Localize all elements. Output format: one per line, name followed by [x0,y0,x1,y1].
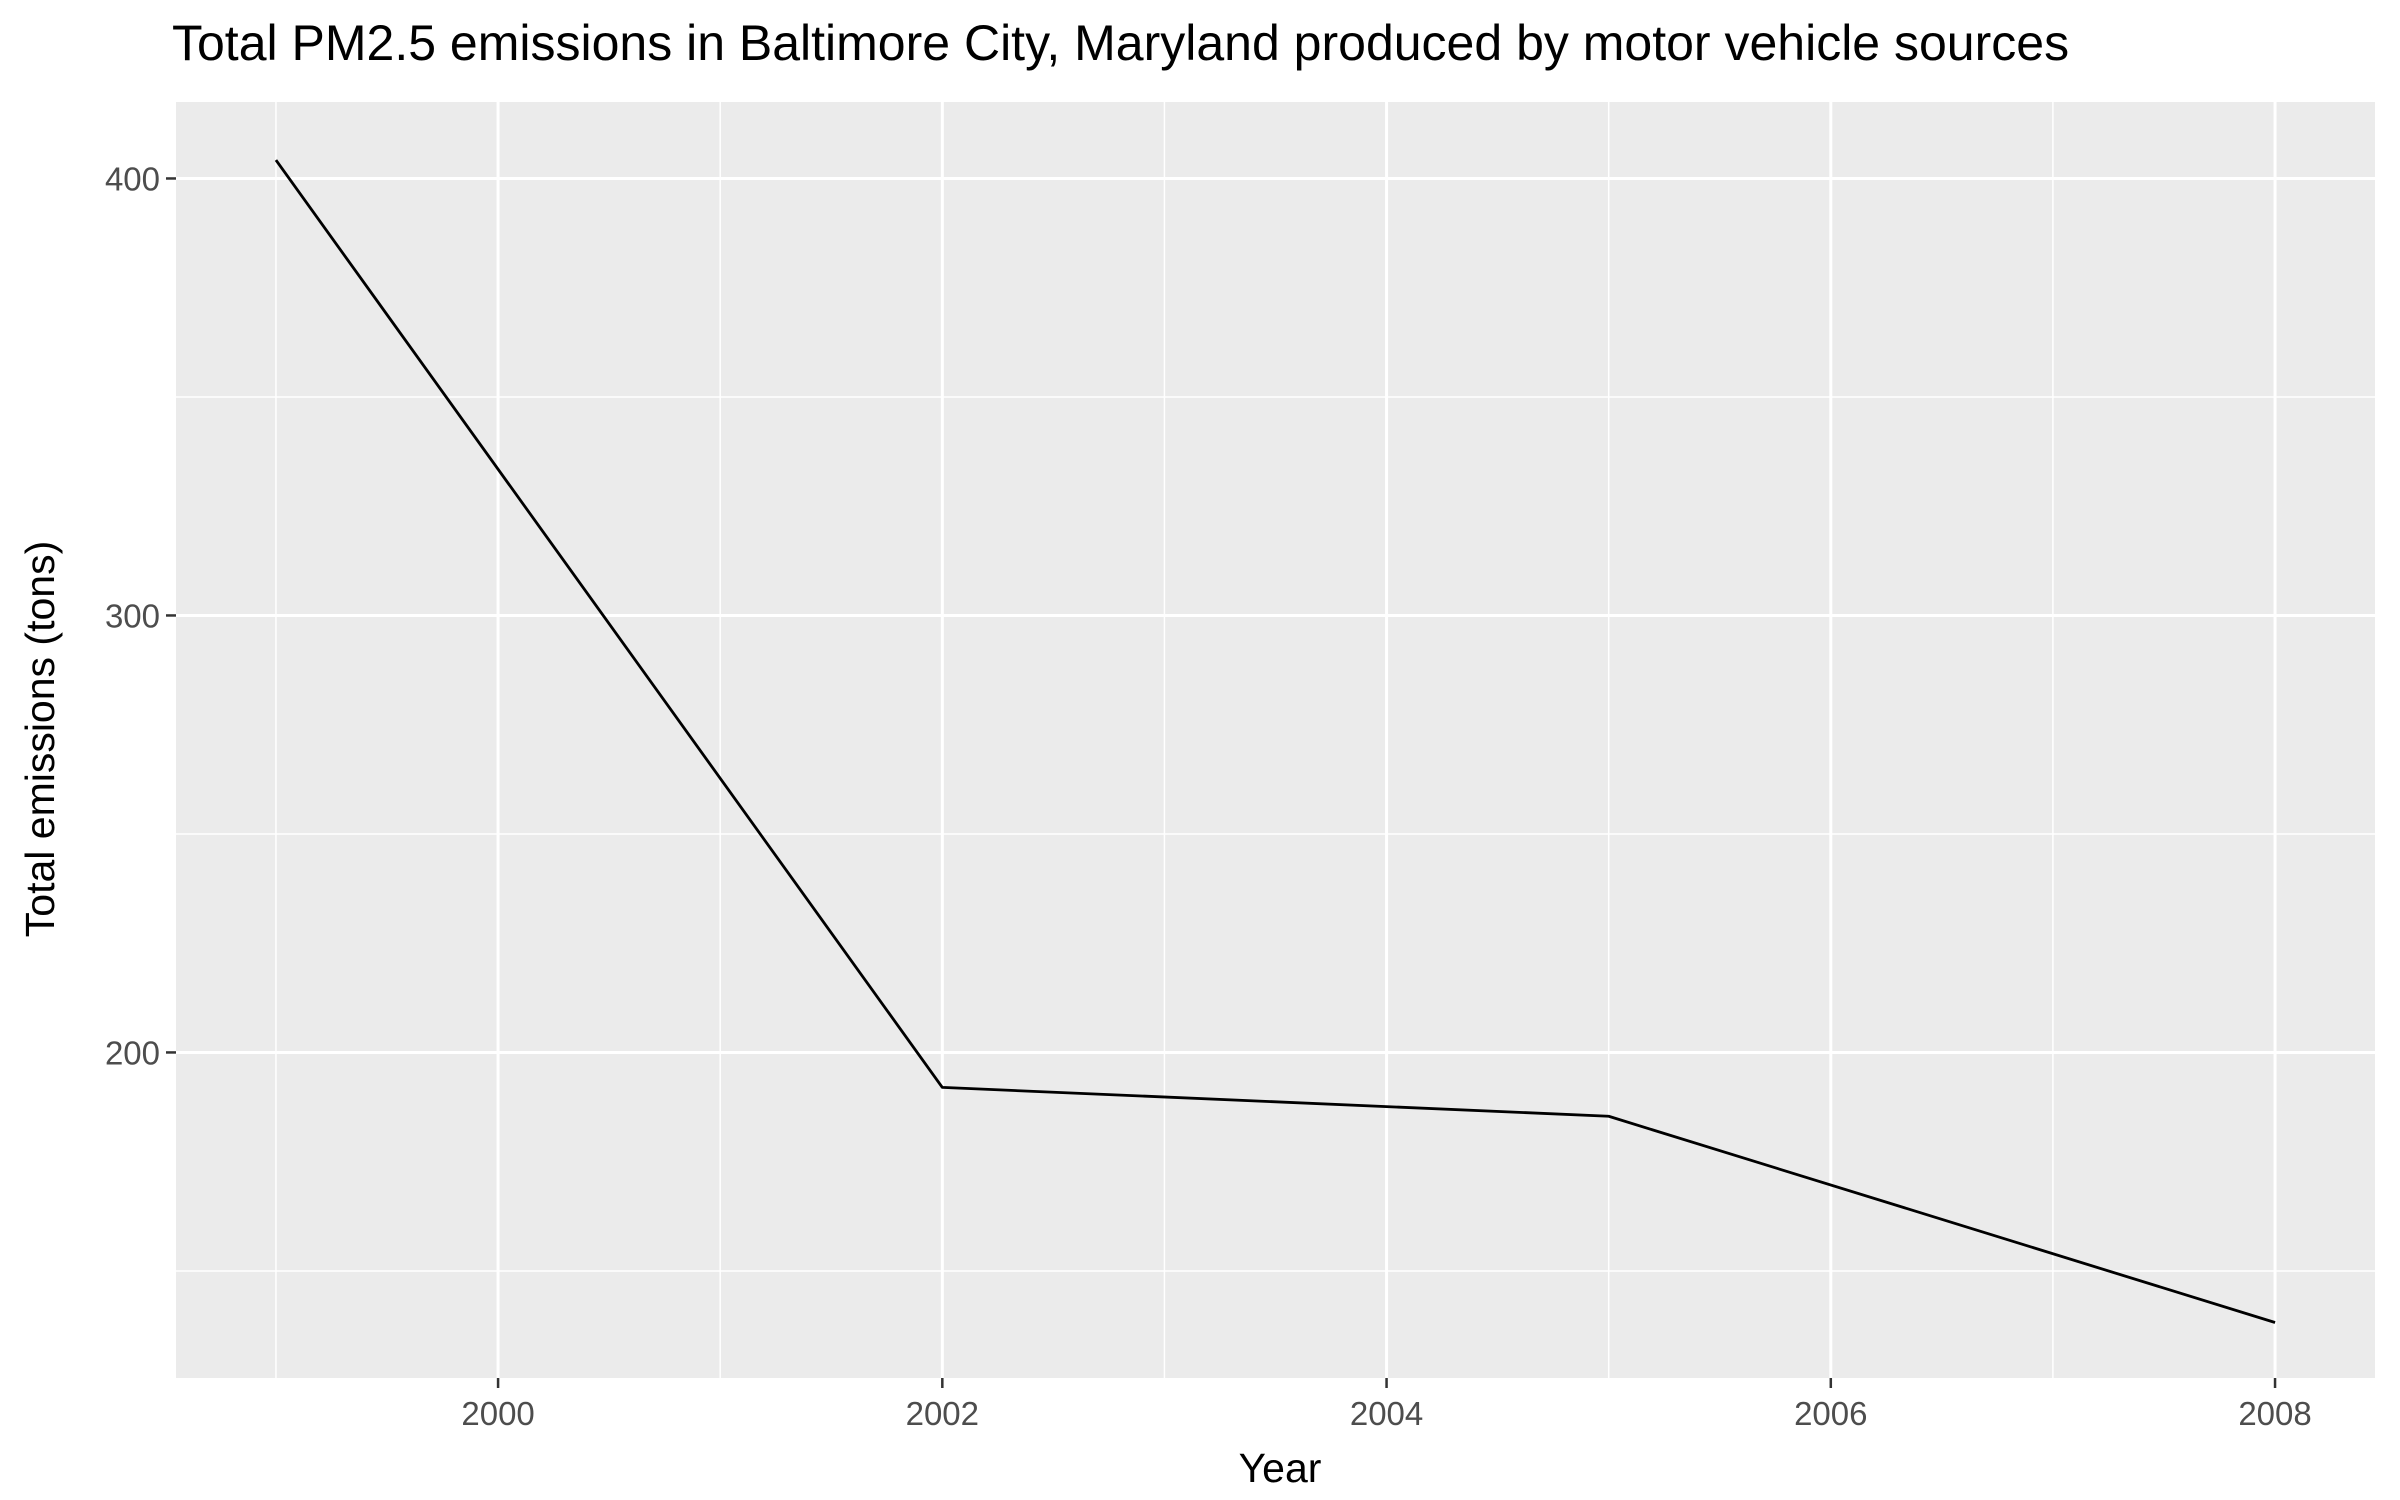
x-tick-label: 2004 [1350,1395,1423,1432]
y-axis-label: Total emissions (tons) [17,541,63,937]
x-tick-label: 2008 [2238,1395,2311,1432]
tick-labels: 2000 2002 2004 2006 2008 200 300 400 [105,160,2312,1432]
y-tick-label: 300 [105,597,160,634]
x-tick-label: 2006 [1794,1395,1867,1432]
y-tick-label: 200 [105,1034,160,1071]
minor-gridlines [176,102,2375,1378]
x-tick-label: 2000 [461,1395,534,1432]
plot-panel [176,102,2375,1378]
axis-ticks [166,177,2277,1388]
y-tick-label: 400 [105,160,160,197]
x-tick-label: 2002 [906,1395,979,1432]
series-line [274,159,2276,1324]
series-layer [274,159,2276,1324]
major-gridlines [176,102,2375,1378]
x-axis-label: Year [1239,1445,1322,1491]
chart-title: Total PM2.5 emissions in Baltimore City,… [172,15,2069,71]
